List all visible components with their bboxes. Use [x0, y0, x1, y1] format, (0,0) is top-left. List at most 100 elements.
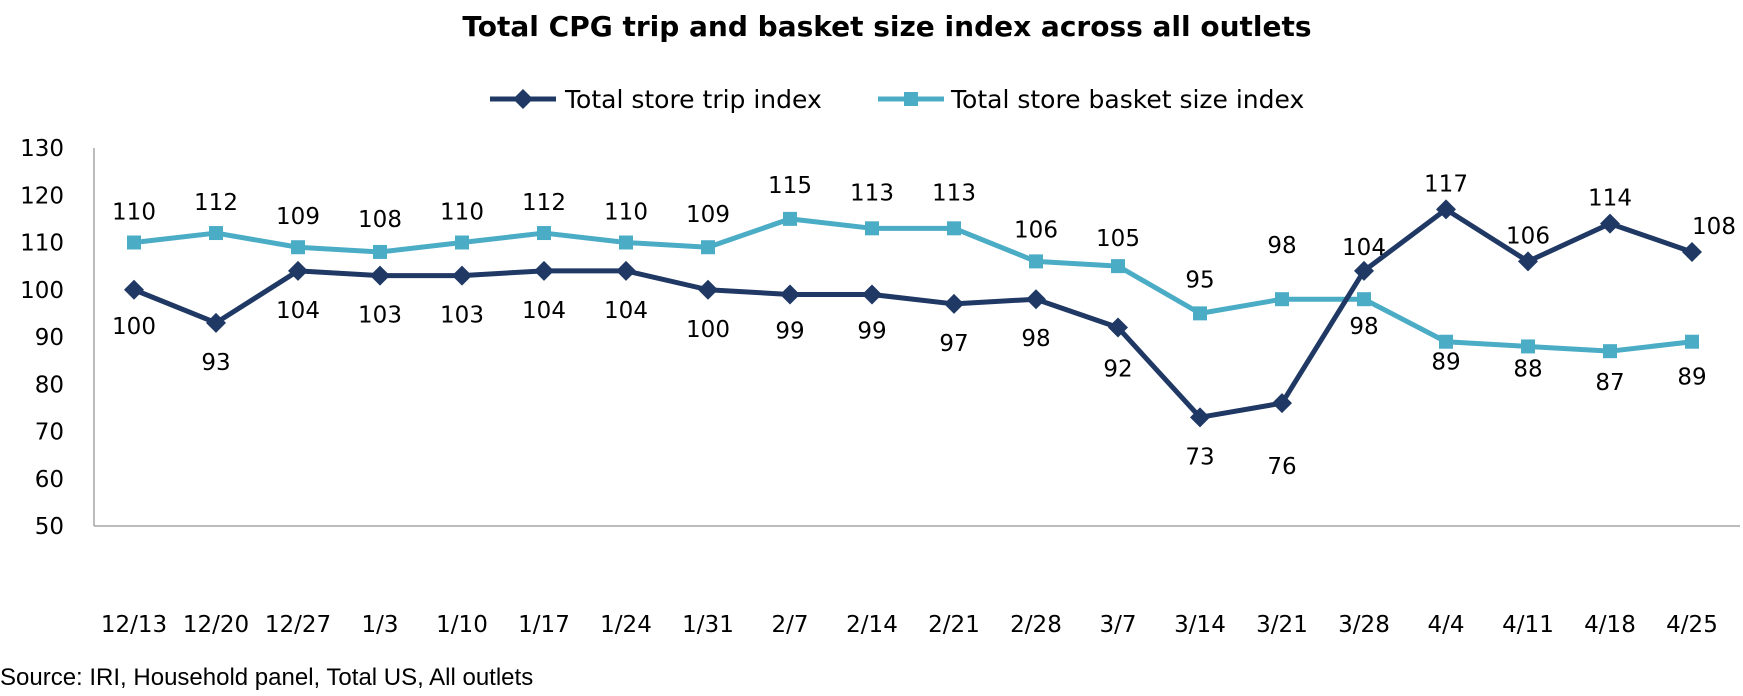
basket-index-point [1685, 334, 1699, 349]
x-tick-label: 4/11 [1502, 612, 1554, 638]
data-label: 108 [1692, 214, 1736, 240]
trip-index-point [513, 89, 533, 109]
trip-index-point [1108, 317, 1128, 338]
basket-index-point [1439, 334, 1453, 349]
x-tick-label: 1/3 [361, 612, 398, 638]
x-tick-label: 2/7 [771, 612, 808, 638]
x-tick-label: 12/13 [101, 612, 167, 638]
data-label: 99 [857, 318, 886, 344]
trip-index-point [1518, 251, 1538, 272]
trip-index-point [1026, 289, 1046, 310]
x-tick-label: 1/17 [518, 612, 570, 638]
basket-index-point [947, 221, 961, 236]
data-label: 104 [522, 298, 566, 324]
trip-index-point [698, 279, 718, 300]
data-label: 88 [1513, 356, 1542, 382]
data-label: 76 [1267, 454, 1296, 480]
basket-index-point [1275, 292, 1289, 307]
y-tick-label: 70 [35, 420, 64, 446]
data-label: 109 [276, 204, 320, 230]
basket-index-point [209, 226, 223, 241]
x-tick-label: 1/31 [682, 612, 734, 638]
data-label: 110 [112, 200, 156, 226]
data-label: 97 [939, 331, 968, 357]
data-label: 98 [1349, 314, 1378, 340]
x-tick-label: 1/10 [436, 612, 488, 638]
basket-index-point [127, 235, 141, 250]
trip-index-point [1600, 213, 1620, 234]
axes: 50 60 70 80 90 100 110 120 130 12/13 12/20 12/27 1/3… [20, 136, 1740, 638]
basket-index-point [455, 235, 469, 250]
y-tick-label: 80 [35, 372, 64, 398]
data-label: 112 [194, 190, 238, 216]
y-tick-label: 110 [20, 231, 64, 257]
x-tick-label: 2/14 [846, 612, 898, 638]
data-label: 100 [686, 317, 730, 343]
legend-label: Total store trip index [564, 85, 822, 114]
trip-index-point [862, 284, 882, 305]
x-tick-label: 12/20 [183, 612, 249, 638]
x-tick-label: 12/27 [265, 612, 331, 638]
plot-area: 100 93 104 103 103 104 104 100 99 99 97 98 92 73 76 104… [112, 171, 1736, 480]
y-tick-label: 90 [35, 325, 64, 351]
trip-index-point [1354, 260, 1374, 281]
legend-item-basket-size-index: Total store basket size index [878, 85, 1304, 114]
x-tick-label: 2/28 [1010, 612, 1062, 638]
data-label: 104 [1342, 235, 1386, 261]
data-label: 104 [276, 298, 320, 324]
basket-index-point [783, 211, 797, 226]
trip-index-point [452, 265, 472, 286]
basket-index-point [1193, 306, 1207, 321]
data-label: 103 [440, 303, 484, 329]
series-basket-size-index [127, 211, 1699, 359]
basket-index-point [373, 244, 387, 259]
basket-index-point [1603, 344, 1617, 359]
x-tick-label: 3/28 [1338, 612, 1390, 638]
basket-size-index-line [133, 216, 1693, 354]
data-label: 106 [1506, 223, 1550, 249]
x-tick-label: 3/7 [1099, 612, 1136, 638]
data-label: 103 [358, 303, 402, 329]
x-tick-label: 4/25 [1666, 612, 1718, 638]
y-tick-label: 100 [20, 278, 64, 304]
basket-index-point [865, 221, 879, 236]
basket-index-point [619, 235, 633, 250]
basket-index-point [537, 226, 551, 241]
trip-index-point [206, 312, 226, 333]
x-tick-label: 3/14 [1174, 612, 1226, 638]
data-label: 105 [1096, 226, 1140, 252]
trip-index-point [944, 293, 964, 314]
trip-index-point [534, 260, 554, 281]
legend: Total store trip index Total store basket… [490, 85, 1304, 114]
legend-item-trip-index: Total store trip index [490, 85, 822, 114]
basket-index-point [1111, 259, 1125, 274]
data-label: 109 [686, 202, 730, 228]
trip-index-point [1272, 393, 1292, 414]
trip-index-point [616, 260, 636, 281]
data-label: 93 [201, 350, 230, 376]
source-note: Source: IRI, Household panel, Total US, … [0, 664, 534, 691]
data-label: 98 [1267, 233, 1296, 259]
data-label: 100 [112, 314, 156, 340]
trip-index-point [124, 279, 144, 300]
trip-index-point [780, 284, 800, 305]
y-tick-label: 60 [35, 467, 64, 493]
trip-index-point [1190, 407, 1210, 428]
trip-index-line [133, 206, 1693, 420]
data-label: 73 [1185, 444, 1214, 470]
basket-index-point [1521, 339, 1535, 354]
x-tick-label: 3/21 [1256, 612, 1308, 638]
data-label: 110 [604, 200, 648, 226]
data-label: 98 [1021, 326, 1050, 352]
data-label: 114 [1588, 186, 1632, 212]
data-label: 113 [850, 180, 894, 206]
basket-index-point [291, 240, 305, 255]
data-label: 95 [1185, 267, 1214, 293]
series-trip-index [124, 199, 1702, 428]
legend-label: Total store basket size index [950, 85, 1304, 114]
x-tick-label: 1/24 [600, 612, 652, 638]
trip-index-point [288, 260, 308, 281]
y-tick-label: 50 [35, 514, 64, 540]
y-tick-label: 130 [20, 136, 64, 162]
